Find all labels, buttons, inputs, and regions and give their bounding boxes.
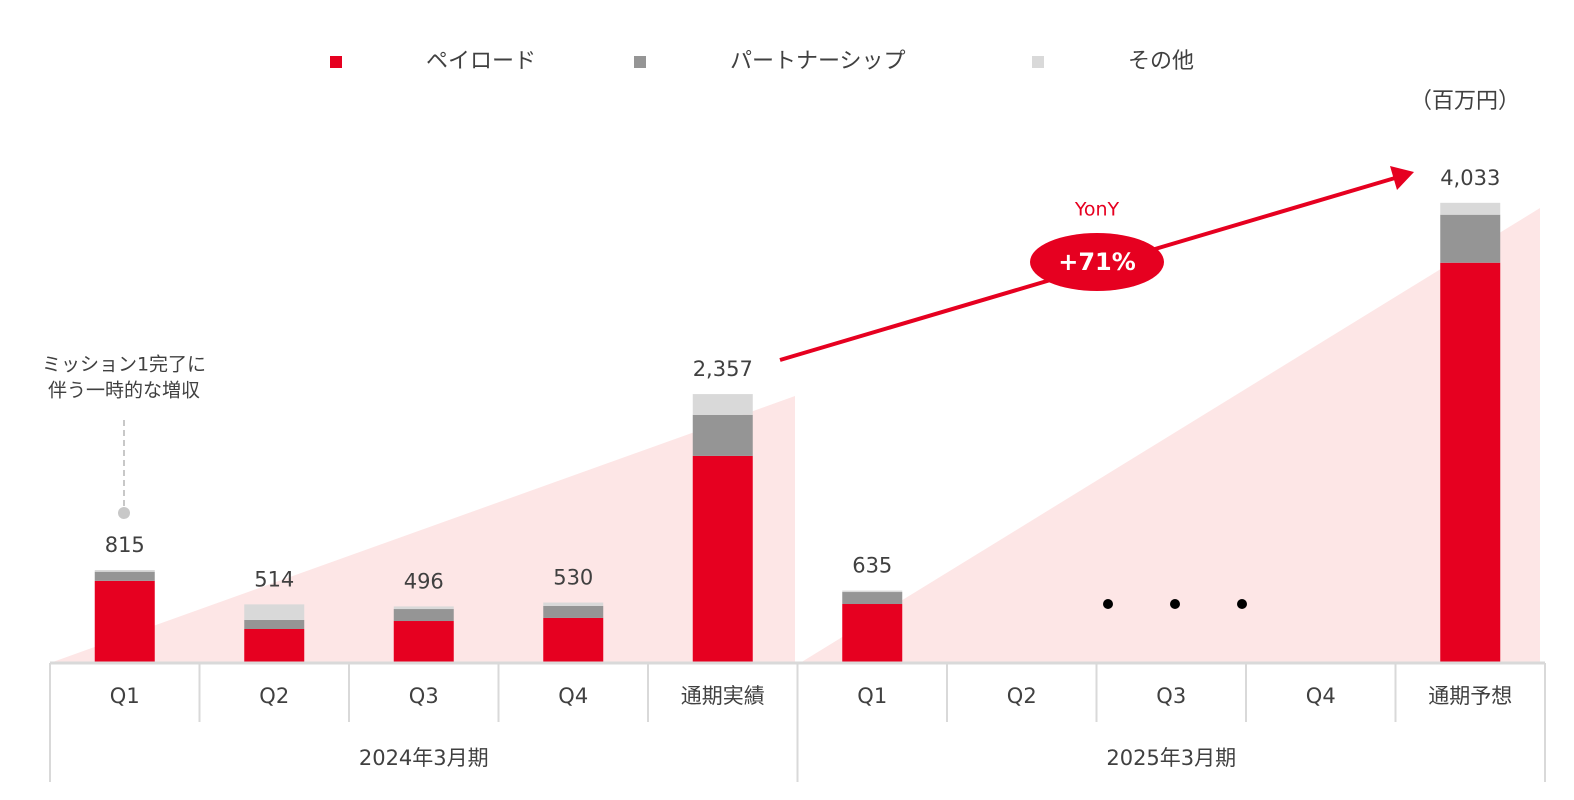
x-tick-label: Q1 [857,684,887,708]
ellipsis-dot [1103,599,1113,609]
bar-segment [692,414,753,456]
growth-badge [1030,233,1164,291]
bar-segment [1440,202,1501,215]
bar-segment [842,604,903,663]
trend-area [800,208,1540,663]
note: 伴う一時的な増収 [48,380,200,402]
total-label: 4,033 [1440,166,1500,190]
x-tick-label: Q3 [409,684,439,708]
ellipsis-dot [1237,599,1247,609]
bar-segment [543,617,604,663]
total-label: 530 [553,566,593,590]
x-tick-label: Q2 [259,684,289,708]
growth-caption: YonY [1074,199,1120,221]
x-tick-label: 通期実績 [681,684,765,708]
x-tick-label: Q1 [110,684,140,708]
arrow-head [1390,166,1414,190]
legend-swatch [634,56,646,68]
note-dot [118,507,130,519]
bar-segment [94,570,155,572]
bar-segment [393,606,454,610]
bar-segment [244,628,305,663]
x-tick-label: Q4 [558,684,588,708]
x-tick-label: Q4 [1306,684,1336,708]
total-label: 496 [404,569,444,593]
bar-segment [1440,214,1501,263]
bar-segment [842,590,903,593]
total-label: 635 [852,554,892,578]
total-label: 2,357 [693,357,753,381]
legend-swatch [330,56,342,68]
group-label: 2024年3月期 [359,746,489,770]
bar-segment [543,602,604,606]
bar-segment [692,394,753,415]
bar-segment [244,604,305,620]
x-tick-label: Q2 [1007,684,1037,708]
note: ミッション1完了に [42,354,206,376]
bar-segment [692,455,753,663]
bar-segment [842,592,903,605]
legend-label: ペイロード [426,49,536,74]
trend-area [50,396,795,663]
group-label: 2025年3月期 [1106,746,1236,770]
legend-label: その他 [1128,49,1194,74]
bar-segment [1440,262,1501,663]
x-tick-label: 通期予想 [1428,684,1512,708]
bar-segment [94,580,155,663]
total-label: 815 [105,533,145,557]
legend-label: パートナーシップ [730,49,906,74]
bar-segment [543,605,604,618]
bar-segment [393,621,454,663]
ellipsis-dot [1170,599,1180,609]
growth-value: +71% [1058,248,1136,276]
legend-swatch [1032,56,1044,68]
total-label: 514 [254,567,294,591]
bar-segment [244,619,305,629]
unit-label: （百万円） [1410,89,1520,114]
bar-segment [94,571,155,581]
x-tick-label: Q3 [1156,684,1186,708]
bar-segment [393,609,454,622]
